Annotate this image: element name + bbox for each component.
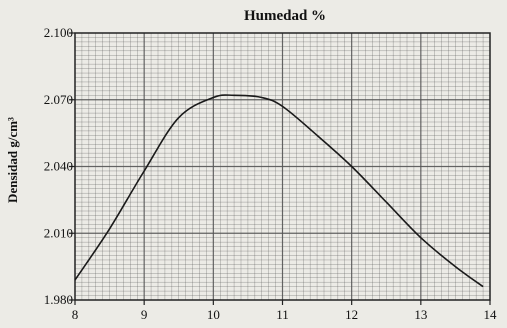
x-axis-ticks: 8 9 10 11 12 13 14 xyxy=(72,300,497,322)
y-axis-label: Densidad g/cm³ xyxy=(5,117,20,203)
x-tick-label: 10 xyxy=(207,307,220,322)
chart-title: Humedad % xyxy=(244,8,326,24)
x-tick-label: 9 xyxy=(141,307,148,322)
x-tick-label: 11 xyxy=(276,307,289,322)
y-tick-label: 2.040 xyxy=(44,159,73,174)
x-tick-label: 12 xyxy=(345,307,358,322)
x-tick-label: 13 xyxy=(414,307,427,322)
y-tick-label: 2.010 xyxy=(44,225,73,240)
series-group xyxy=(74,94,484,288)
y-tick-label: 2.070 xyxy=(44,92,73,107)
x-tick-label: 14 xyxy=(484,307,498,322)
series-line xyxy=(74,94,484,288)
x-tick-label: 8 xyxy=(72,307,79,322)
y-tick-label: 2.100 xyxy=(44,25,73,40)
y-axis-ticks: 1.980 2.010 2.040 2.070 2.100 xyxy=(44,25,75,307)
y-tick-label: 1.980 xyxy=(44,292,73,307)
